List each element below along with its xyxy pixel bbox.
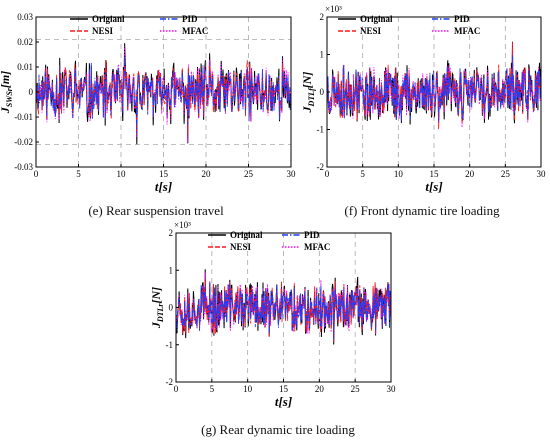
x-tick-label: 20 xyxy=(202,169,212,179)
x-tick-label: 0 xyxy=(34,169,39,179)
caption-f: (f) Front dynamic tire loading xyxy=(344,203,500,218)
legend-label-nesi: NESI xyxy=(230,242,252,252)
x-tick-label: 25 xyxy=(351,384,361,394)
x-tick-label: 25 xyxy=(244,169,254,179)
y-tick-label: -2 xyxy=(166,377,174,387)
series-nesi-line xyxy=(326,42,542,130)
legend-label-nesi: NESI xyxy=(92,26,114,36)
x-tick-label: 15 xyxy=(279,384,289,394)
legend: Original PID NESI MFAC xyxy=(208,230,330,252)
panel-g-rear-dynamic-tire-loading: 0 5 10 15 20 25 30 -2 -1 0 1 2×10³ t[s] JDTLr[N] Origi… xyxy=(149,220,396,409)
x-tick-label: 5 xyxy=(360,169,365,179)
y-tick-label: 0 xyxy=(29,87,34,97)
y-tick-label: 0 xyxy=(320,87,325,97)
legend: Origianl PID NESI MFAC xyxy=(70,14,208,36)
legend-label-mfac: MFAC xyxy=(454,26,480,36)
legend-label-mfac: MFAC xyxy=(304,242,330,252)
legend-label-original: Original xyxy=(230,230,263,240)
x-tick-label: 15 xyxy=(159,169,169,179)
x-tick-label: 10 xyxy=(117,169,127,179)
x-tick-label: 15 xyxy=(430,169,440,179)
x-tick-label: 25 xyxy=(501,169,511,179)
caption-e: (e) Rear suspension travel xyxy=(88,203,224,218)
x-tick-label: 0 xyxy=(325,169,330,179)
legend-label-nesi: NESI xyxy=(360,26,382,36)
legend-label-pid: PID xyxy=(304,230,320,240)
y-tick-label: -0.03 xyxy=(14,162,33,172)
y-axis-label: JDTLr[N] xyxy=(149,287,165,329)
legend-label-pid: PID xyxy=(182,14,198,24)
y-tick-label: 2 xyxy=(320,12,325,22)
x-tick-label: 10 xyxy=(394,169,404,179)
y-tick-label: 0.02 xyxy=(17,37,33,47)
y-axis-label: JSWSr[m] xyxy=(0,71,14,114)
legend-label-pid: PID xyxy=(454,14,470,24)
x-tick-label: 10 xyxy=(243,384,253,394)
x-axis-label: t[s] xyxy=(155,179,172,194)
panel-f-front-dynamic-tire-loading: 0 5 10 15 20 25 30 -2 -1 0 1 2×10³ t[s] JDTLf[N] Origi… xyxy=(300,4,546,194)
x-tick-label: 5 xyxy=(76,169,81,179)
x-tick-label: 30 xyxy=(537,169,547,179)
y-tick-label: 1 xyxy=(320,50,325,60)
legend-label-original: Origianl xyxy=(92,14,125,24)
caption-g: (g) Rear dynamic tire loading xyxy=(201,422,355,437)
x-tick-label: 20 xyxy=(315,384,325,394)
y-tick-label: 1 xyxy=(169,265,174,275)
legend-label-mfac: MFAC xyxy=(182,26,208,36)
x-axis-label: t[s] xyxy=(425,179,442,194)
y-axis-label: JDTLf[N] xyxy=(300,72,316,114)
y-tick-label: -2 xyxy=(317,162,325,172)
y-tick-label: 0.01 xyxy=(17,62,33,72)
y-tick-label: -0.01 xyxy=(14,112,33,122)
y-tick-label: 0 xyxy=(169,303,174,313)
legend: Original PID NESI MFAC xyxy=(338,14,480,36)
x-tick-label: 0 xyxy=(174,384,179,394)
series-pid-line xyxy=(35,56,292,135)
y-tick-label: -1 xyxy=(166,340,174,350)
legend-label-original: Original xyxy=(360,14,393,24)
y-tick-label: 2 xyxy=(169,228,174,238)
x-axis-label: t[s] xyxy=(275,394,292,409)
y-tick-label: -0.02 xyxy=(14,137,33,147)
x-tick-label: 20 xyxy=(465,169,475,179)
y-multiplier: ×10³ xyxy=(325,4,342,14)
panel-e-rear-suspension-travel: 0 5 10 15 20 25 30 -0.03 -0.02 -0.01 0 0.01 0.02 0.03… xyxy=(0,12,296,194)
y-multiplier: ×10³ xyxy=(174,220,191,230)
x-tick-label: 5 xyxy=(210,384,215,394)
y-tick-label: -1 xyxy=(317,125,325,135)
x-tick-label: 30 xyxy=(287,169,297,179)
y-tick-label: 0.03 xyxy=(17,12,33,22)
x-tick-label: 30 xyxy=(387,384,397,394)
